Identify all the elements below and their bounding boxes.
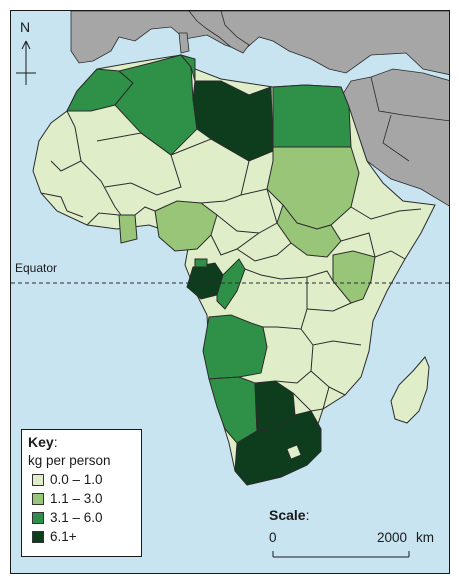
key-title: Key — [28, 434, 54, 450]
italy-land — [188, 11, 250, 54]
ghana — [118, 214, 138, 244]
libya — [192, 80, 274, 162]
key-item: 6.1+ — [32, 527, 135, 546]
map-key: Key: kg per person 0.0 – 1.0 1.1 – 3.0 3… — [21, 429, 142, 557]
scale-title: Scale — [269, 507, 306, 523]
north-arrow — [16, 40, 36, 85]
equator-label: Equator — [15, 261, 58, 275]
scale-max-label: 2000 — [377, 530, 408, 545]
scale-title-row: Scale: — [269, 507, 309, 523]
key-swatch — [32, 473, 44, 486]
kenya — [332, 250, 376, 304]
north-indicator: N — [17, 19, 37, 89]
scale-unit-label: km — [416, 530, 434, 545]
key-subtitle: kg per person — [28, 453, 111, 468]
congo — [216, 258, 246, 310]
egypt — [272, 84, 352, 148]
scale-title-colon: : — [305, 507, 310, 523]
south-sudan — [276, 203, 342, 258]
south-africa — [234, 410, 322, 486]
key-item: 1.1 – 3.0 — [32, 489, 135, 508]
key-label: 1.1 – 3.0 — [50, 491, 103, 506]
key-swatch — [32, 492, 44, 505]
key-item: 0.0 – 1.0 — [32, 470, 135, 489]
key-swatch — [32, 511, 44, 524]
scale: Scale: 0 2000 km — [269, 507, 444, 563]
key-item: 3.1 – 6.0 — [32, 508, 135, 527]
key-title-colon: : — [53, 434, 58, 450]
scale-zero-label: 0 — [269, 530, 277, 545]
sardinia-land — [178, 32, 190, 54]
equatorial-guinea — [194, 258, 208, 268]
scale-bar — [272, 551, 410, 558]
madagascar — [390, 356, 430, 424]
key-label: 6.1+ — [50, 529, 77, 544]
key-title-row: Key: — [28, 434, 135, 451]
north-label: N — [20, 19, 31, 35]
arabia-border — [370, 76, 449, 162]
key-label: 3.1 – 6.0 — [50, 510, 103, 525]
map-frame: N Equator Key: kg per person 0.0 – 1.0 1… — [10, 10, 450, 574]
key-label: 0.0 – 1.0 — [50, 472, 103, 487]
angola — [202, 314, 268, 380]
key-swatch — [32, 530, 44, 543]
country-borders — [40, 110, 422, 412]
lesotho — [286, 444, 302, 460]
